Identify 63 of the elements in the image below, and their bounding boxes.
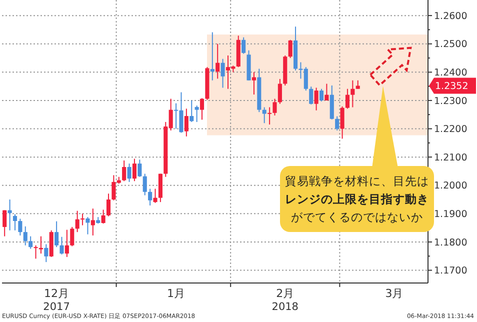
x-tick-label: 12月 2017 [43, 287, 70, 313]
y-tick-label: 1.2600 [434, 10, 468, 22]
candlestick [200, 98, 204, 120]
candlestick [309, 86, 314, 105]
candlestick [190, 100, 194, 122]
candlestick [278, 78, 282, 104]
candlestick [34, 244, 38, 260]
candlestick [324, 83, 329, 101]
candlestick [44, 244, 48, 263]
candlestick [153, 188, 158, 204]
candlestick [60, 236, 64, 255]
candlestick [262, 106, 266, 124]
candlestick [314, 87, 318, 111]
candlestick [132, 158, 136, 182]
candlestick [242, 36, 246, 54]
candlestick [90, 208, 95, 236]
candlestick [23, 226, 28, 246]
candlestick [345, 88, 350, 110]
candlestick [216, 43, 220, 80]
candlestick [18, 218, 22, 236]
candlestick [340, 106, 344, 140]
candlestick [184, 108, 188, 137]
text: 1.2352 [435, 81, 468, 92]
candlestick [210, 32, 214, 81]
candlestick [86, 216, 90, 235]
candlestick [54, 220, 59, 248]
x-tick-label: 1月 [167, 287, 186, 300]
y-tick-label: 1.1900 [434, 208, 468, 220]
candlestick [252, 72, 256, 96]
candlestick [28, 236, 33, 250]
candlestick [335, 116, 340, 131]
candlestick [64, 229, 69, 258]
candlestick [127, 163, 132, 182]
candlestick [38, 236, 43, 254]
annotation: 貿易戦争を材料に、目先はレンジの上限を目指す動きがでてくるのではないか [285, 174, 429, 224]
candlestick [101, 209, 106, 224]
y-tick-label: 1.2300 [434, 96, 468, 107]
y-tick-label: 1.2400 [434, 67, 468, 78]
candlestick [148, 188, 152, 206]
candlestick [2, 210, 7, 237]
candlestick [138, 159, 142, 178]
x-tick-label: 2月 2018 [272, 287, 298, 313]
y-tick-label: 1.2000 [434, 180, 468, 192]
y-tick-label: 1.1800 [434, 237, 468, 248]
candlestick [288, 39, 292, 59]
candlestick [350, 80, 355, 108]
candlestick [122, 160, 126, 182]
candlestick [80, 213, 85, 226]
y-tick-label: 1.2200 [434, 124, 468, 136]
candlestick [142, 173, 147, 196]
candlestick [220, 58, 225, 88]
candlestick [268, 106, 272, 126]
candlestick [12, 214, 18, 231]
candlestick [75, 210, 80, 233]
y-tick-label: 1.2100 [434, 152, 468, 164]
x-tick-label: 3月 [385, 287, 404, 300]
candlestick [194, 105, 199, 122]
candlestick [272, 98, 277, 116]
y-tick-label: 1.2500 [434, 39, 468, 50]
candlestick [319, 88, 324, 102]
candlestick [70, 226, 74, 247]
candlestick [106, 193, 111, 217]
y-tick-label: 1.1700 [434, 266, 468, 277]
